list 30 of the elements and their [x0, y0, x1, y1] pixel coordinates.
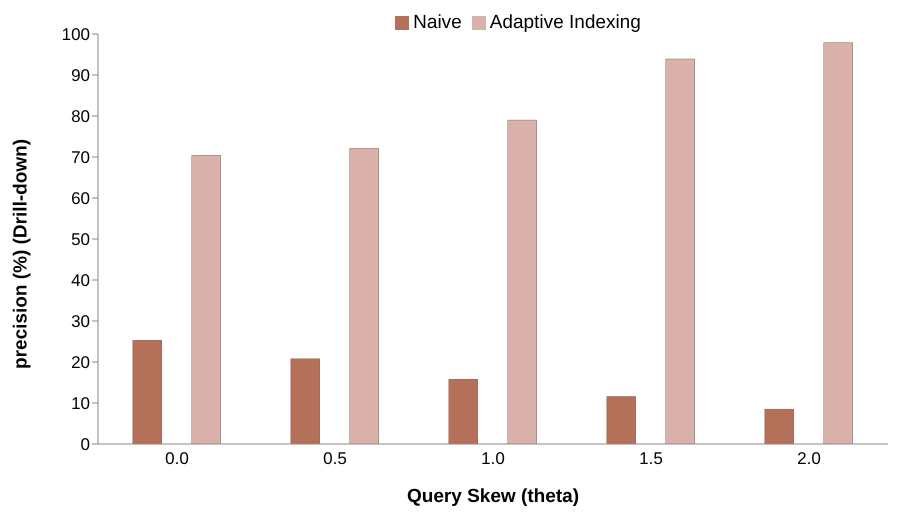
y-tick-label: 70	[71, 148, 90, 168]
x-tick-label: 1.5	[639, 449, 663, 468]
y-axis-title: precision (%) (Drill-down)	[10, 138, 32, 369]
y-tick-label: 40	[71, 271, 90, 290]
bar	[350, 148, 380, 444]
x-axis-title: Query Skew (theta)	[406, 486, 580, 507]
y-tick-label: 0	[80, 435, 90, 454]
x-tick-label: 1.0	[481, 449, 505, 468]
x-tick-label: 0.0	[165, 449, 189, 468]
bar	[606, 396, 636, 444]
y-tick-label: 50	[71, 230, 90, 250]
legend-label: Adaptive Indexing	[490, 12, 641, 33]
bar	[508, 120, 538, 444]
bar	[192, 155, 222, 444]
y-tick-label: 20	[71, 353, 90, 372]
bar	[764, 408, 794, 444]
bar	[448, 378, 478, 444]
y-tick-label: 30	[71, 312, 90, 332]
bar	[132, 340, 162, 444]
y-tick-label: 80	[71, 107, 90, 126]
y-tick-label: 60	[71, 189, 90, 208]
x-tick-label: 0.5	[323, 449, 347, 468]
bar	[666, 58, 696, 444]
y-tick-label: 90	[71, 66, 90, 86]
y-tick-label: 10	[71, 394, 90, 414]
bar	[290, 358, 320, 444]
y-tick-label: 100	[62, 25, 90, 44]
x-tick-label: 2.0	[797, 449, 821, 468]
bar	[824, 42, 854, 444]
legend-label: Naive	[413, 12, 462, 33]
